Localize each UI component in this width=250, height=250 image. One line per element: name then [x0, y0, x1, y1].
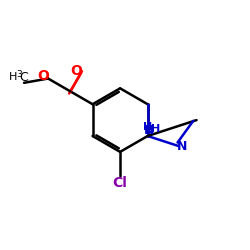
Text: N: N [177, 140, 188, 153]
Text: O: O [71, 64, 83, 78]
Text: 3: 3 [16, 70, 22, 80]
Text: N: N [144, 124, 154, 137]
Text: O: O [37, 68, 49, 82]
Text: Cl: Cl [113, 176, 128, 190]
Text: C: C [20, 71, 28, 84]
Text: H: H [143, 122, 152, 132]
Text: H: H [9, 72, 17, 82]
Text: H: H [151, 124, 160, 134]
